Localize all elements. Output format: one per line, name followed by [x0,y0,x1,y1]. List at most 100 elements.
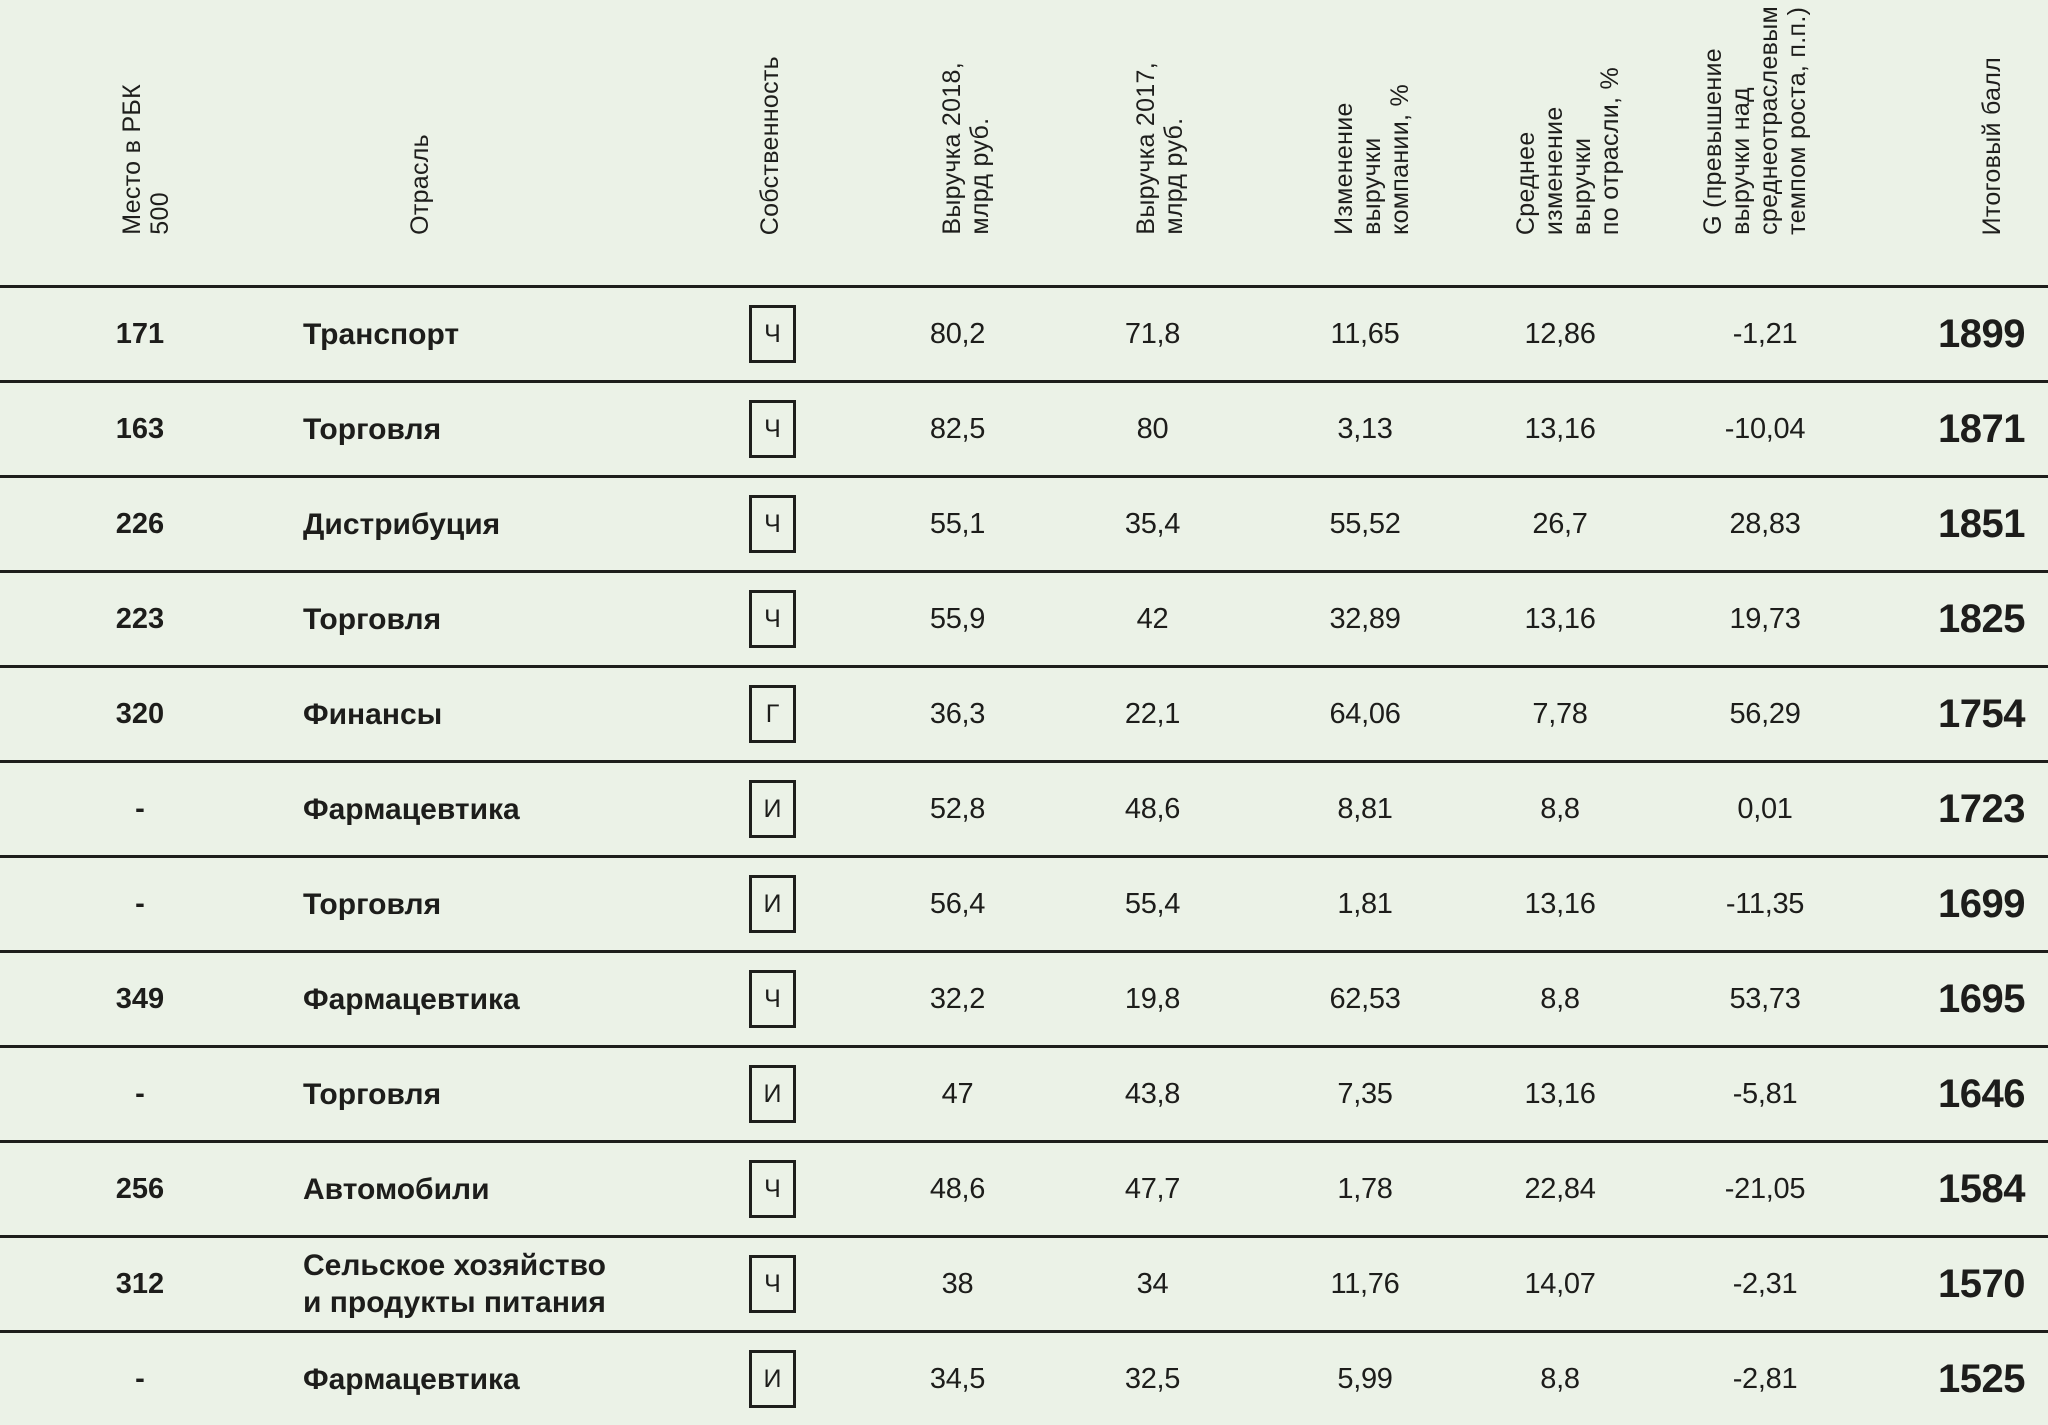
table-row: 163 Торговля Ч 82,5 80 3,13 13,16 -10,04… [0,383,2048,478]
cell-place: 256 [115,1172,165,1205]
cell-industry: Торговля [303,412,442,446]
table-row: 223 Торговля Ч 55,9 42 32,89 13,16 19,73… [0,573,2048,668]
column-header-industry-avg-change: Среднее изменение выручки по отрасли, % [1512,66,1624,235]
cell-revenue-2018: 55,9 [929,602,986,635]
cell-ownership: И [710,875,835,933]
cell-g-value: -11,35 [1725,887,1805,920]
ownership-badge: Ч [749,970,796,1028]
cell-industry-avg-change: 22,84 [1524,1172,1596,1205]
ownership-badge: Ч [749,305,796,363]
cell-company-change: 55,52 [1329,507,1401,540]
cell-total-score: 1825 [1938,596,2025,641]
cell-total-score: 1754 [1938,691,2025,736]
ownership-badge: И [749,1065,796,1123]
cell-ownership: Ч [710,400,835,458]
cell-industry-avg-change: 13,16 [1524,412,1596,445]
cell-revenue-2017: 47,7 [1124,1172,1181,1205]
cell-total-score: 1871 [1938,406,2025,451]
cell-revenue-2018: 47 [941,1077,974,1110]
cell-industry: Фармацевтика [303,1362,520,1396]
table-row: 226 Дистрибуция Ч 55,1 35,4 55,52 26,7 2… [0,478,2048,573]
cell-industry-avg-change: 12,86 [1524,317,1596,350]
ownership-badge: И [749,1350,796,1408]
cell-revenue-2018: 38 [941,1267,974,1300]
table-body: 171 Транспорт Ч 80,2 71,8 11,65 12,86 -1… [0,288,2048,1425]
table-row: 256 Автомобили Ч 48,6 47,7 1,78 22,84 -2… [0,1143,2048,1238]
cell-company-change: 5,99 [1337,1362,1393,1395]
ownership-badge: И [749,875,796,933]
cell-industry: Торговля [303,887,442,921]
cell-industry-avg-change: 8,8 [1540,1362,1580,1395]
cell-place: 171 [115,317,165,350]
column-header-place: Место в РБК 500 [118,84,174,235]
cell-total-score: 1851 [1938,501,2025,546]
cell-g-value: 56,29 [1729,697,1801,730]
cell-company-change: 7,35 [1337,1077,1393,1110]
cell-revenue-2017: 19,8 [1124,982,1181,1015]
cell-place: 320 [115,697,165,730]
cell-ownership: Ч [710,495,835,553]
cell-revenue-2018: 48,6 [929,1172,986,1205]
cell-revenue-2017: 55,4 [1124,887,1181,920]
cell-industry-avg-change: 7,78 [1532,697,1588,730]
cell-revenue-2017: 32,5 [1124,1362,1181,1395]
cell-industry: Фармацевтика [303,982,520,1016]
cell-revenue-2018: 56,4 [929,887,986,920]
cell-company-change: 11,65 [1330,317,1400,350]
cell-g-value: 19,73 [1729,602,1801,635]
cell-ownership: Ч [710,590,835,648]
cell-ownership: Ч [710,305,835,363]
cell-industry: Сельское хозяйство и продукты питания [303,1249,606,1319]
table-row: 171 Транспорт Ч 80,2 71,8 11,65 12,86 -1… [0,288,2048,383]
cell-revenue-2018: 36,3 [929,697,986,730]
cell-industry-avg-change: 26,7 [1532,507,1588,540]
column-header-g-value: G (превышение выручки над среднеотраслев… [1699,6,1811,235]
cell-industry-avg-change: 8,8 [1540,792,1580,825]
cell-ownership: Ч [710,1255,835,1313]
cell-industry: Торговля [303,602,442,636]
table-row: - Торговля И 56,4 55,4 1,81 13,16 -11,35… [0,858,2048,953]
ownership-badge: Ч [749,590,796,648]
table-row: - Фармацевтика И 52,8 48,6 8,81 8,8 0,01… [0,763,2048,858]
cell-ownership: Г [710,685,835,743]
cell-g-value: -5,81 [1732,1077,1798,1110]
cell-g-value: -21,05 [1724,1172,1806,1205]
column-header-total-score: Итоговый балл [1978,56,2006,235]
cell-g-value: -10,04 [1724,412,1806,445]
cell-company-change: 3,13 [1337,412,1393,445]
cell-ownership: Ч [710,970,835,1028]
cell-revenue-2018: 55,1 [929,507,986,540]
cell-revenue-2017: 42 [1136,602,1169,635]
cell-industry-avg-change: 13,16 [1524,1077,1596,1110]
cell-revenue-2017: 43,8 [1124,1077,1181,1110]
column-header-ownership: Собственность [756,55,784,235]
cell-industry: Фармацевтика [303,792,520,826]
cell-place: - [135,792,145,825]
cell-g-value: -2,81 [1732,1362,1798,1395]
cell-industry: Автомобили [303,1172,490,1206]
cell-total-score: 1699 [1938,881,2025,926]
cell-industry-avg-change: 14,07 [1524,1267,1596,1300]
table-row: 312 Сельское хозяйство и продукты питани… [0,1238,2048,1333]
cell-place: 349 [115,982,165,1015]
table-row: 320 Финансы Г 36,3 22,1 64,06 7,78 56,29… [0,668,2048,763]
cell-company-change: 1,81 [1337,887,1393,920]
cell-revenue-2018: 32,2 [929,982,986,1015]
cell-g-value: -1,21 [1732,317,1798,350]
cell-ownership: И [710,1065,835,1123]
cell-revenue-2017: 48,6 [1124,792,1181,825]
cell-company-change: 64,06 [1329,697,1401,730]
ownership-badge: Ч [749,495,796,553]
cell-company-change: 8,81 [1337,792,1393,825]
cell-revenue-2017: 80 [1136,412,1169,445]
ownership-badge: Ч [749,400,796,458]
cell-revenue-2017: 34 [1136,1267,1169,1300]
cell-industry-avg-change: 13,16 [1524,887,1596,920]
cell-g-value: -2,31 [1732,1267,1798,1300]
cell-place: 163 [115,412,165,445]
cell-ownership: Ч [710,1160,835,1218]
column-header-revenue-2018: Выручка 2018, млрд руб. [938,62,994,235]
cell-company-change: 32,89 [1329,602,1401,635]
ownership-badge: Г [749,685,796,743]
